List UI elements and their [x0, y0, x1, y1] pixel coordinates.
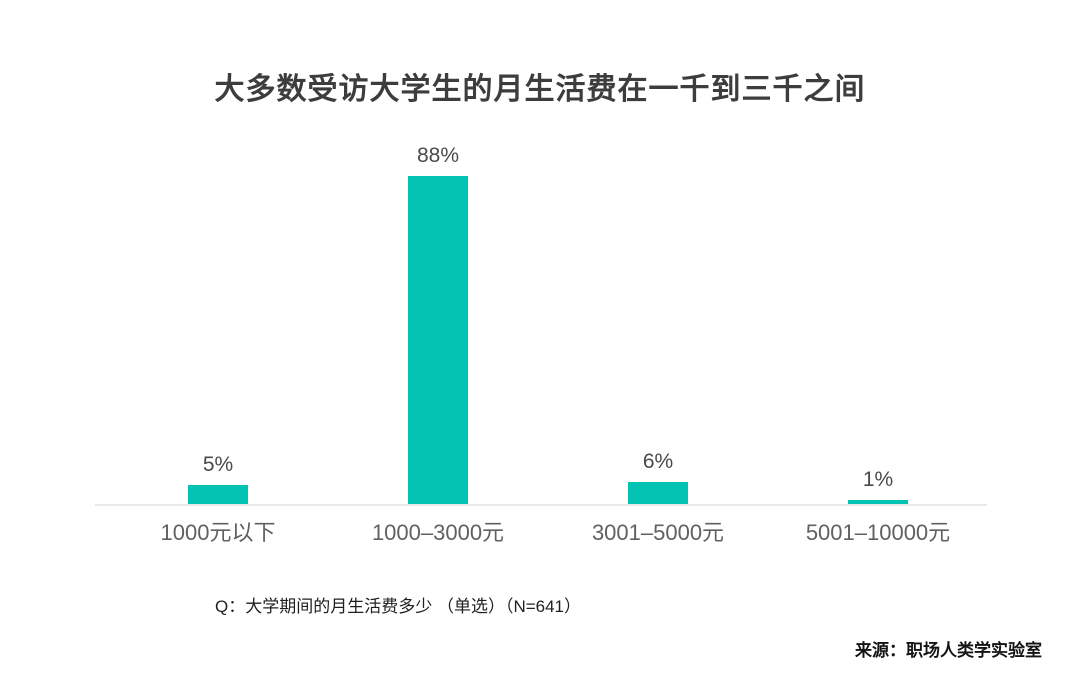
chart-title: 大多数受访大学生的月生活费在一千到三千之间	[214, 73, 866, 106]
bar	[848, 500, 908, 504]
source-attribution: 来源：职场人类学实验室	[855, 641, 1042, 660]
bar-chart-plot-area: 5% 88% 6% 1%	[108, 140, 988, 504]
category-label: 1000元以下	[160, 520, 276, 545]
bar-value-label: 6%	[642, 450, 674, 473]
bar-column: 6%	[548, 140, 768, 504]
bar-column: 1%	[768, 140, 988, 504]
bar-value-label: 5%	[202, 453, 234, 476]
category-label: 1000–3000元	[371, 520, 505, 545]
bar-column: 88%	[328, 140, 548, 504]
category-label: 3001–5000元	[591, 520, 725, 545]
category-label: 5001–10000元	[805, 520, 951, 545]
bar	[188, 485, 248, 504]
bar	[628, 482, 688, 504]
x-axis-line	[95, 504, 987, 506]
bar-value-label: 1%	[862, 468, 894, 491]
x-axis-category-labels: 1000元以下 1000–3000元 3001–5000元 5001–10000元	[108, 518, 988, 548]
bar	[408, 176, 468, 504]
bar-value-label: 88%	[416, 144, 460, 167]
survey-question-note: Q：大学期间的月生活费多少 （单选）（N=641）	[215, 597, 582, 616]
bar-column: 5%	[108, 140, 328, 504]
